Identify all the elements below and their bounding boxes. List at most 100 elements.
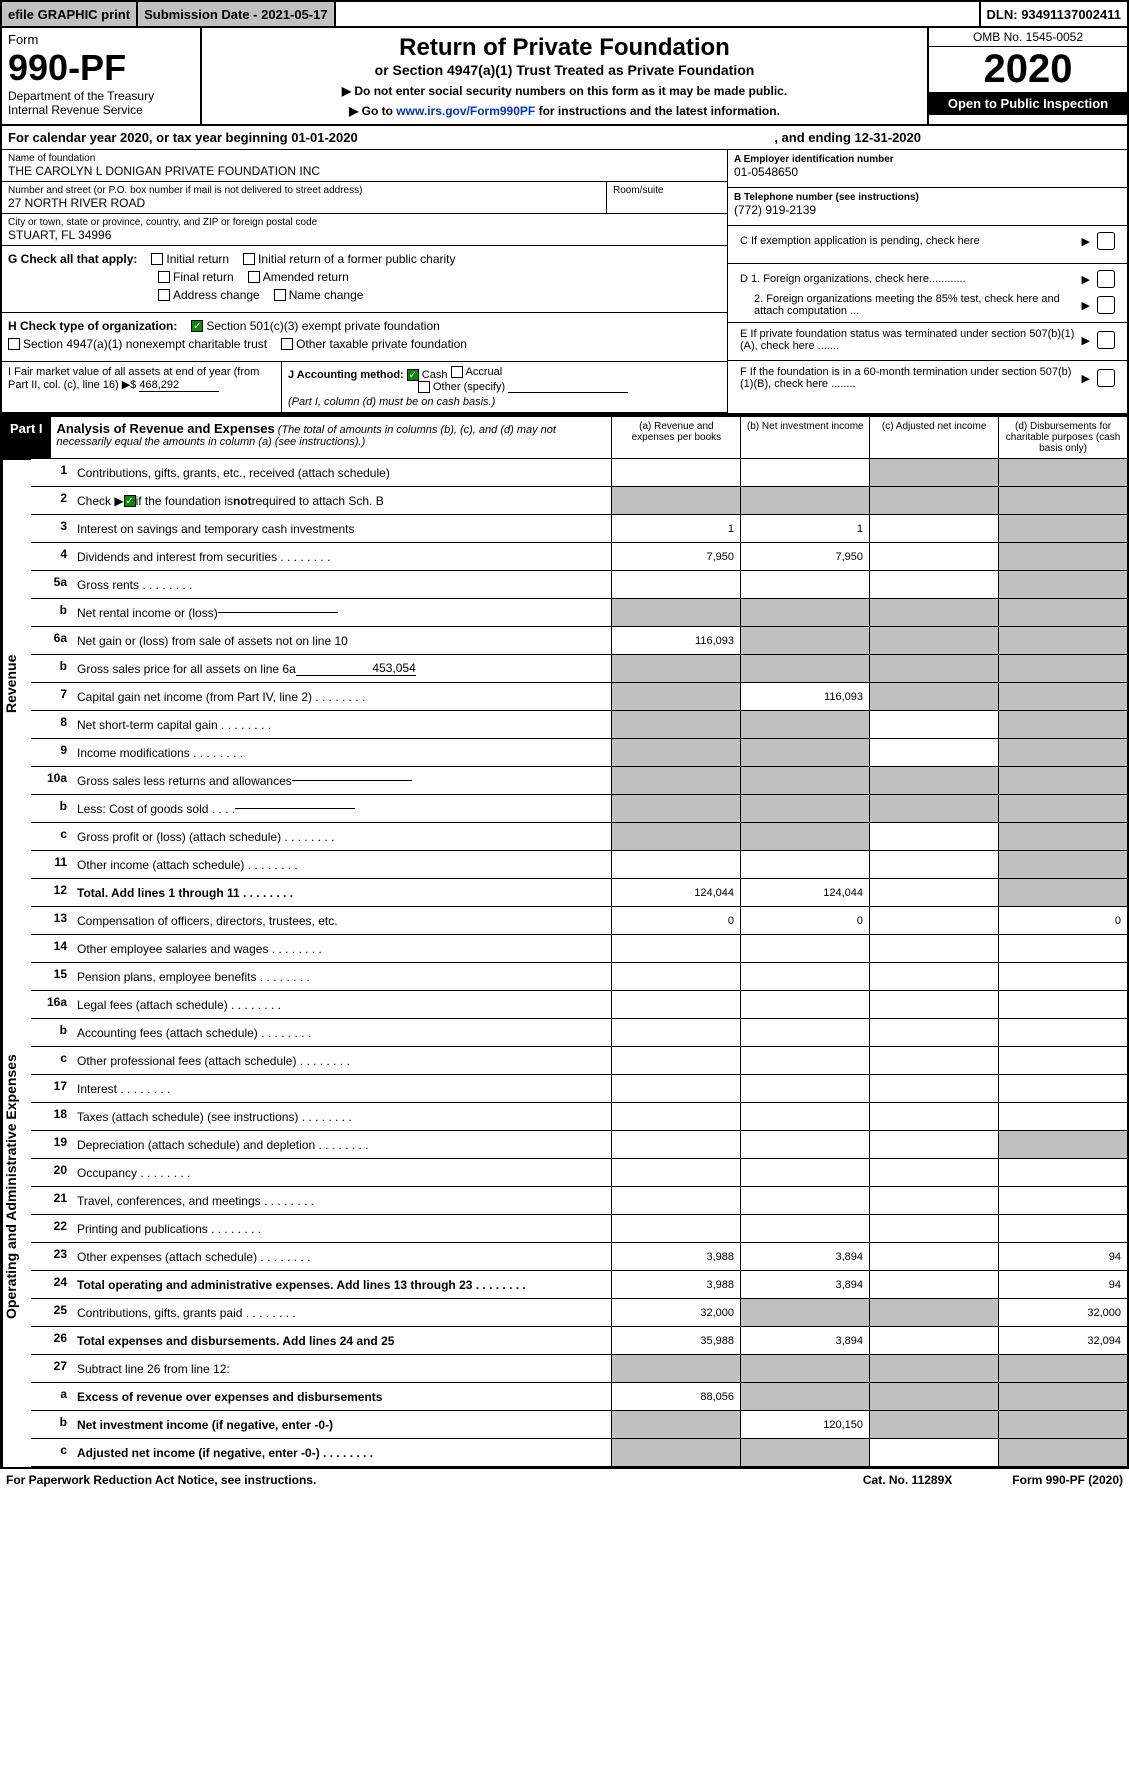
row-number: b (31, 599, 71, 626)
cell-b (740, 739, 869, 766)
col-d-hdr: (d) Disbursements for charitable purpose… (998, 417, 1127, 458)
cell-a (611, 683, 740, 710)
initial-former-check[interactable]: Initial return of a former public charit… (243, 252, 455, 266)
cell-dd (998, 459, 1127, 486)
cell-dd (998, 1019, 1127, 1046)
cell-b (740, 1019, 869, 1046)
cell-c (869, 543, 998, 570)
form-number: 990-PF (8, 47, 194, 89)
cell-b (740, 1187, 869, 1214)
table-row: 12Total. Add lines 1 through 11 . . . . … (31, 879, 1127, 907)
row-desc: Contributions, gifts, grants, etc., rece… (71, 459, 611, 486)
cell-a (611, 935, 740, 962)
accrual-check[interactable]: Accrual (451, 366, 503, 378)
cell-b (740, 1439, 869, 1466)
cal-begin: For calendar year 2020, or tax year begi… (8, 130, 358, 145)
row-number: 18 (31, 1103, 71, 1130)
cell-b (740, 991, 869, 1018)
cell-dd (998, 515, 1127, 542)
row-desc: Total. Add lines 1 through 11 . . . . . … (71, 879, 611, 906)
header-right: OMB No. 1545-0052 2020 Open to Public In… (927, 28, 1127, 124)
row-number: 16a (31, 991, 71, 1018)
table-row: 3Interest on savings and temporary cash … (31, 515, 1127, 543)
cell-c (869, 1271, 998, 1298)
part1-badge: Part I (2, 417, 51, 458)
paperwork-notice: For Paperwork Reduction Act Notice, see … (6, 1473, 316, 1487)
city-cell: City or town, state or province, country… (2, 214, 727, 246)
other-taxable-check[interactable]: Other taxable private foundation (281, 337, 467, 351)
row-number: 10a (31, 767, 71, 794)
cell-a (611, 823, 740, 850)
cell-b: 7,950 (740, 543, 869, 570)
initial-return-check[interactable]: Initial return (151, 252, 229, 266)
c-checkbox[interactable] (1097, 232, 1115, 250)
cell-a (611, 991, 740, 1018)
cell-c (869, 1215, 998, 1242)
cell-c (869, 963, 998, 990)
g-checks: G Check all that apply: Initial return I… (2, 246, 727, 313)
addr-change-check[interactable]: Address change (158, 288, 260, 302)
table-row: 25Contributions, gifts, grants paid . . … (31, 1299, 1127, 1327)
row-number: 5a (31, 571, 71, 598)
cell-dd (998, 991, 1127, 1018)
table-row: 14Other employee salaries and wages . . … (31, 935, 1127, 963)
final-return-check[interactable]: Final return (158, 270, 234, 284)
cell-a (611, 851, 740, 878)
cell-c (869, 487, 998, 514)
row-desc: Contributions, gifts, grants paid . . . … (71, 1299, 611, 1326)
cell-a (611, 1355, 740, 1382)
row-desc: Legal fees (attach schedule) . . . . . .… (71, 991, 611, 1018)
d2-checkbox[interactable] (1097, 296, 1115, 314)
row-desc: Net gain or (loss) from sale of assets n… (71, 627, 611, 654)
cell-b: 3,894 (740, 1271, 869, 1298)
cell-c (869, 879, 998, 906)
cell-b (740, 1047, 869, 1074)
row-desc: Dividends and interest from securities .… (71, 543, 611, 570)
amended-return-check[interactable]: Amended return (248, 270, 349, 284)
table-row: 5aGross rents . . . . . . . . (31, 571, 1127, 599)
cell-a (611, 655, 740, 682)
ein-value: 01-0548650 (734, 165, 1121, 179)
top-bar: efile GRAPHIC print Submission Date - 20… (2, 2, 1127, 28)
cell-a (611, 1019, 740, 1046)
other-method-check[interactable]: Other (specify) (418, 381, 505, 393)
d1-label: D 1. Foreign organizations, check here..… (740, 273, 1082, 285)
cell-dd: 32,094 (998, 1327, 1127, 1354)
cell-dd: 32,000 (998, 1299, 1127, 1326)
table-row: 1Contributions, gifts, grants, etc., rec… (31, 459, 1127, 487)
cell-c (869, 571, 998, 598)
cell-a (611, 1131, 740, 1158)
i-fmv: I Fair market value of all assets at end… (2, 362, 282, 412)
table-row: 13Compensation of officers, directors, t… (31, 907, 1127, 935)
row-desc: Net short-term capital gain . . . . . . … (71, 711, 611, 738)
table-row: 10aGross sales less returns and allowanc… (31, 767, 1127, 795)
irs-link[interactable]: www.irs.gov/Form990PF (396, 104, 535, 118)
row-number: c (31, 1047, 71, 1074)
table-row: 20Occupancy . . . . . . . . (31, 1159, 1127, 1187)
cell-a: 1 (611, 515, 740, 542)
name-change-check[interactable]: Name change (274, 288, 364, 302)
cell-dd (998, 795, 1127, 822)
cell-c (869, 1355, 998, 1382)
d1-checkbox[interactable] (1097, 270, 1115, 288)
table-row: 4Dividends and interest from securities … (31, 543, 1127, 571)
cell-b (740, 1215, 869, 1242)
row-desc: Gross rents . . . . . . . . (71, 571, 611, 598)
d2-label: 2. Foreign organizations meeting the 85%… (740, 293, 1082, 317)
row-number: 27 (31, 1355, 71, 1382)
row-desc: Other expenses (attach schedule) . . . .… (71, 1243, 611, 1270)
s501-check[interactable]: ✓Section 501(c)(3) exempt private founda… (191, 319, 439, 333)
s4947-check[interactable]: Section 4947(a)(1) nonexempt charitable … (8, 337, 267, 351)
row-number: 1 (31, 459, 71, 486)
open-public: Open to Public Inspection (929, 92, 1127, 115)
page-footer: For Paperwork Reduction Act Notice, see … (0, 1469, 1129, 1491)
row-number: c (31, 823, 71, 850)
cell-a: 116,093 (611, 627, 740, 654)
cell-c (869, 655, 998, 682)
cell-dd: 0 (998, 907, 1127, 934)
info-right: A Employer identification number 01-0548… (727, 150, 1127, 413)
f-checkbox[interactable] (1097, 369, 1115, 387)
e-checkbox[interactable] (1097, 331, 1115, 349)
cell-c (869, 1075, 998, 1102)
cash-check[interactable]: ✓Cash (407, 369, 448, 381)
